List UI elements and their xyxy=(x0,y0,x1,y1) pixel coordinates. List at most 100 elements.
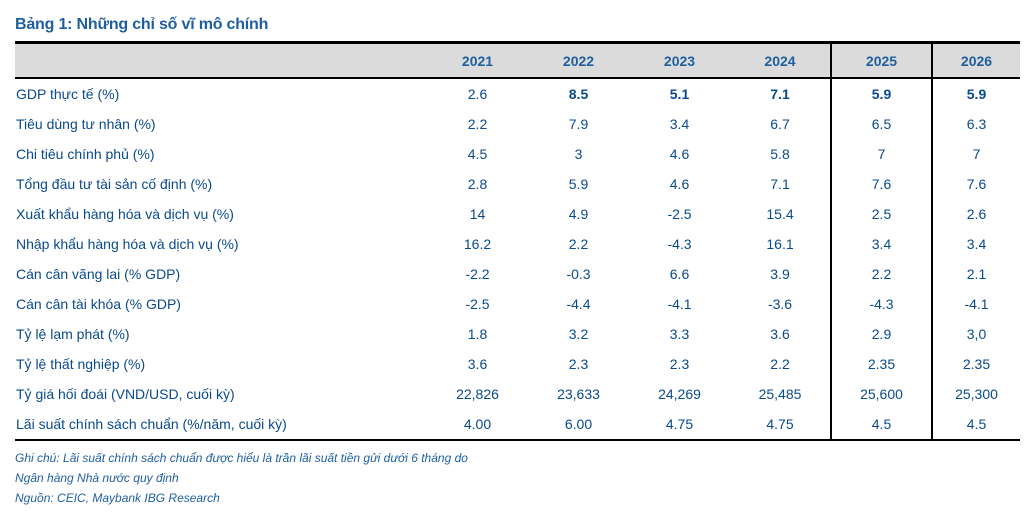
row-label: Cán cân vãng lai (% GDP) xyxy=(16,266,181,282)
table-row: GDP thực tế (%) 2.6 8.5 5.1 7.1 5.9 5.9 xyxy=(15,78,1020,109)
value-cell: 15.4 xyxy=(766,206,794,222)
value-cell: 4.5 xyxy=(931,409,1020,441)
table-row: Tỷ lệ lạm phát (%) 1.8 3.2 3.3 3.6 2.9 3,0 xyxy=(15,319,1020,349)
row-label: Lãi suất chính sách chuẩn (%/năm, cuối k… xyxy=(15,409,427,441)
year-header: 2026 xyxy=(931,41,1020,79)
value-cell: 6.3 xyxy=(931,109,1020,139)
value-cell: -4.1 xyxy=(667,296,692,312)
value-cell: 2.9 xyxy=(830,319,932,349)
value-cell: 7.6 xyxy=(830,169,932,199)
row-label: Tỷ giá hối đoái (VND/USD, cuối kỳ) xyxy=(16,386,235,402)
row-label: Cán cân tài khóa (% GDP) xyxy=(16,296,181,312)
value-cell: 3,0 xyxy=(931,319,1020,349)
value-cell: -4.4 xyxy=(566,296,591,312)
value-cell: 3.2 xyxy=(568,326,589,342)
table-row: Cán cân vãng lai (% GDP) -2.2 -0.3 6.6 3.9 2.… xyxy=(15,259,1020,289)
year-header: 2021 xyxy=(427,41,528,79)
value-cell: 7 xyxy=(931,139,1020,169)
value-cell: 6.00 xyxy=(528,409,629,441)
macro-indicators-table: 2021 2022 2023 2024 2025 2026 GDP thực t… xyxy=(15,41,1020,441)
value-cell: 4.75 xyxy=(629,409,730,441)
value-cell: 2.35 xyxy=(931,349,1020,379)
value-cell: 23,633 xyxy=(557,386,600,402)
value-cell: 7 xyxy=(830,139,932,169)
table-row: Tổng đầu tư tài sản cố định (%) 2.8 5.9 4.6… xyxy=(15,169,1020,199)
value-cell: 2.2 xyxy=(467,116,488,132)
value-cell: -2.2 xyxy=(465,266,490,282)
row-label: Chi tiêu chính phủ (%) xyxy=(16,146,155,162)
table-row: Lãi suất chính sách chuẩn (%/năm, cuối k… xyxy=(15,409,1020,441)
value-cell: 3.3 xyxy=(669,326,690,342)
year-header: 2024 xyxy=(730,41,831,79)
value-cell: 2.5 xyxy=(830,199,932,229)
table-row: Nhập khẩu hàng hóa và dịch vụ (%) 16.2 2.2… xyxy=(15,229,1020,259)
table-row: Cán cân tài khóa (% GDP) -2.5 -4.4 -4.1 -3.6… xyxy=(15,289,1020,319)
value-cell: 8.5 xyxy=(568,86,589,102)
table-title: Bảng 1: Những chỉ số vĩ mô chính xyxy=(15,16,269,33)
table-body: GDP thực tế (%) 2.6 8.5 5.1 7.1 5.9 5.9 Tiêu dù… xyxy=(15,78,1020,441)
note-line: Ngân hàng Nhà nước quy định xyxy=(15,471,179,485)
value-cell: -0.3 xyxy=(566,266,591,282)
year-header: 2023 xyxy=(629,41,730,79)
note-line: Ghi chú: Lãi suất chính sách chuẩn được … xyxy=(15,451,468,465)
row-label: Xuất khẩu hàng hóa và dịch vụ (%) xyxy=(16,206,234,222)
value-cell: 4.75 xyxy=(730,409,831,441)
row-label: Tỷ lệ thất nghiệp (%) xyxy=(16,356,146,372)
value-cell: 4.5 xyxy=(467,146,488,162)
value-cell: 5.8 xyxy=(770,146,790,162)
value-cell: -2.5 xyxy=(667,206,692,222)
value-cell: 2.6 xyxy=(931,199,1020,229)
value-cell: 7.1 xyxy=(770,176,790,192)
value-cell: 5.1 xyxy=(669,86,690,102)
row-label: Tổng đầu tư tài sản cố định (%) xyxy=(16,176,213,192)
value-cell: 4.9 xyxy=(568,206,589,222)
year-header: 2025 xyxy=(830,41,932,79)
value-cell: 2.35 xyxy=(830,349,932,379)
row-label: GDP thực tế (%) xyxy=(16,86,120,102)
year-header: 2022 xyxy=(528,41,629,79)
value-cell: 3.4 xyxy=(669,116,690,132)
value-cell: 2.8 xyxy=(467,176,488,192)
value-cell: 2.2 xyxy=(568,236,589,252)
value-cell: 7.1 xyxy=(770,86,790,102)
value-cell: 5.9 xyxy=(830,78,932,109)
value-cell: 3.4 xyxy=(931,229,1020,259)
value-cell: 6.6 xyxy=(669,266,690,282)
value-cell: -3.6 xyxy=(767,296,793,312)
value-cell: 2.2 xyxy=(830,259,932,289)
value-cell: 3.4 xyxy=(830,229,932,259)
table-row: Xuất khẩu hàng hóa và dịch vụ (%) 14 4.9 -2… xyxy=(15,199,1020,229)
value-cell: 3.9 xyxy=(770,266,790,282)
table-row: Tiêu dùng tư nhân (%) 2.2 7.9 3.4 6.7 6.5 6.3 xyxy=(15,109,1020,139)
value-cell: 6.7 xyxy=(770,116,790,132)
value-cell: -4.3 xyxy=(667,236,692,252)
value-cell: 16.1 xyxy=(766,236,794,252)
row-label: Tiêu dùng tư nhân (%) xyxy=(16,116,156,132)
value-cell: 2.6 xyxy=(467,86,488,102)
value-cell: 25,300 xyxy=(931,379,1020,409)
value-cell: 6.5 xyxy=(830,109,932,139)
source-line: Nguồn: CEIC, Maybank IBG Research xyxy=(15,491,220,505)
table-row: Chi tiêu chính phủ (%) 4.5 3 4.6 5.8 7 7 xyxy=(15,139,1020,169)
footnotes: Ghi chú: Lãi suất chính sách chuẩn được … xyxy=(15,448,468,508)
value-cell: -4.1 xyxy=(931,289,1020,319)
value-cell: 7.9 xyxy=(568,116,589,132)
value-cell: 2.3 xyxy=(669,356,690,372)
value-cell: -4.3 xyxy=(830,289,932,319)
value-cell: 14 xyxy=(469,206,486,222)
value-cell: 2.2 xyxy=(770,356,790,372)
row-label: Nhập khẩu hàng hóa và dịch vụ (%) xyxy=(16,236,239,252)
value-cell: 2.1 xyxy=(931,259,1020,289)
value-cell: 5.9 xyxy=(568,176,589,192)
value-cell: 1.8 xyxy=(467,326,488,342)
value-cell: 7.6 xyxy=(931,169,1020,199)
value-cell: 3.6 xyxy=(467,356,488,372)
value-cell: -2.5 xyxy=(465,296,490,312)
row-label: Tỷ lệ lạm phát (%) xyxy=(16,326,130,342)
value-cell: 3.6 xyxy=(770,326,790,342)
header-label-cell xyxy=(15,41,427,79)
value-cell: 5.9 xyxy=(931,78,1020,109)
value-cell: 4.00 xyxy=(427,409,528,441)
value-cell: 4.6 xyxy=(669,176,690,192)
